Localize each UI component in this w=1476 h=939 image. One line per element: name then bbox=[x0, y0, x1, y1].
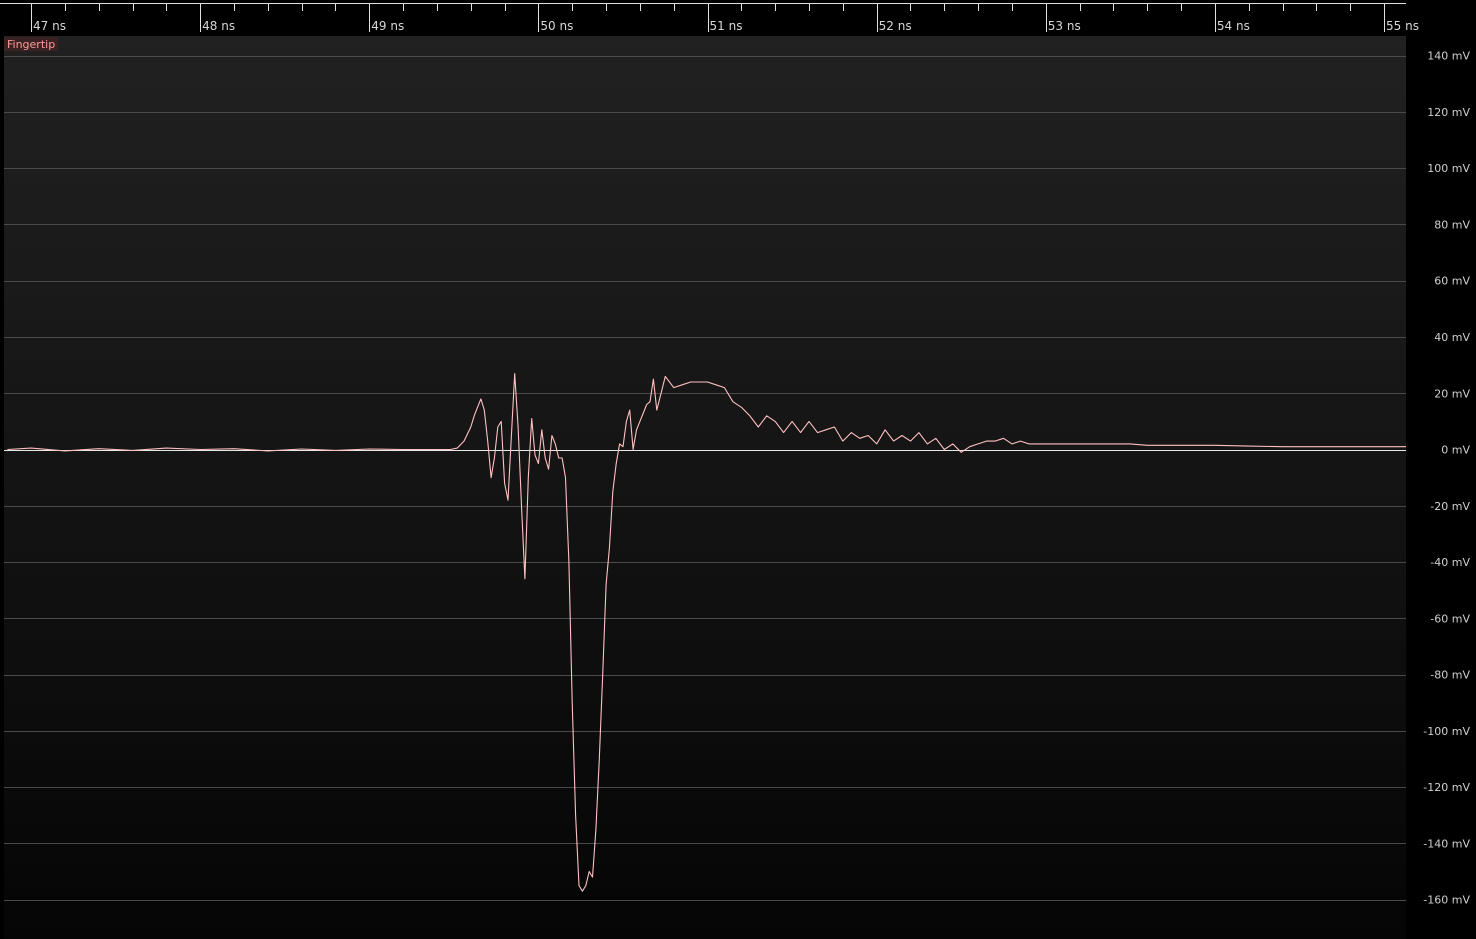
ruler-ticks bbox=[0, 3, 1406, 32]
x-tick-label: 53 ns bbox=[1048, 19, 1081, 33]
x-tick-label: 48 ns bbox=[202, 19, 235, 33]
y-tick-label: 80 mV bbox=[1434, 218, 1470, 231]
trace-group bbox=[7, 373, 1406, 892]
x-tick-labels: 47 ns 48 ns 49 ns 50 ns 51 ns 52 ns 53 ns 54 ns… bbox=[33, 19, 1419, 33]
y-tick-label: -140 mV bbox=[1423, 837, 1470, 850]
x-tick-label: 55 ns bbox=[1386, 19, 1419, 33]
y-tick-label: 120 mV bbox=[1427, 106, 1470, 119]
y-tick-label: 60 mV bbox=[1434, 275, 1470, 288]
y-tick-label: -160 mV bbox=[1423, 894, 1470, 907]
channel-label-group: Fingertip bbox=[4, 37, 58, 51]
trace-line bbox=[7, 373, 1406, 892]
y-tick-label: 100 mV bbox=[1427, 162, 1470, 175]
x-tick-label: 51 ns bbox=[710, 19, 743, 33]
y-tick-label: -120 mV bbox=[1423, 781, 1470, 794]
y-tick-label: 20 mV bbox=[1434, 387, 1470, 400]
y-tick-label: 40 mV bbox=[1434, 331, 1470, 344]
y-tick-label: -60 mV bbox=[1430, 612, 1470, 625]
y-tick-label: -40 mV bbox=[1430, 556, 1470, 569]
channel-label-background bbox=[4, 37, 58, 51]
y-tick-label: 140 mV bbox=[1427, 50, 1470, 63]
y-tick-label: 0 mV bbox=[1441, 444, 1470, 457]
x-tick-label: 52 ns bbox=[879, 19, 912, 33]
voltage-axis[interactable] bbox=[1406, 0, 1476, 939]
grid-lines bbox=[4, 56, 1406, 901]
y-tick-label: -100 mV bbox=[1423, 725, 1470, 738]
x-tick-label: 49 ns bbox=[371, 19, 404, 33]
x-tick-label: 50 ns bbox=[540, 19, 573, 33]
y-tick-labels: 140 mV 120 mV 100 mV 80 mV 60 mV 40 mV 20 mV 0 … bbox=[1423, 50, 1470, 907]
plot-area[interactable] bbox=[4, 36, 1406, 939]
x-tick-label: 54 ns bbox=[1217, 19, 1250, 33]
y-tick-label: -80 mV bbox=[1430, 669, 1470, 682]
y-tick-label: -20 mV bbox=[1430, 500, 1470, 513]
x-tick-label: 47 ns bbox=[33, 19, 66, 33]
channel-label[interactable]: Fingertip bbox=[7, 38, 55, 51]
